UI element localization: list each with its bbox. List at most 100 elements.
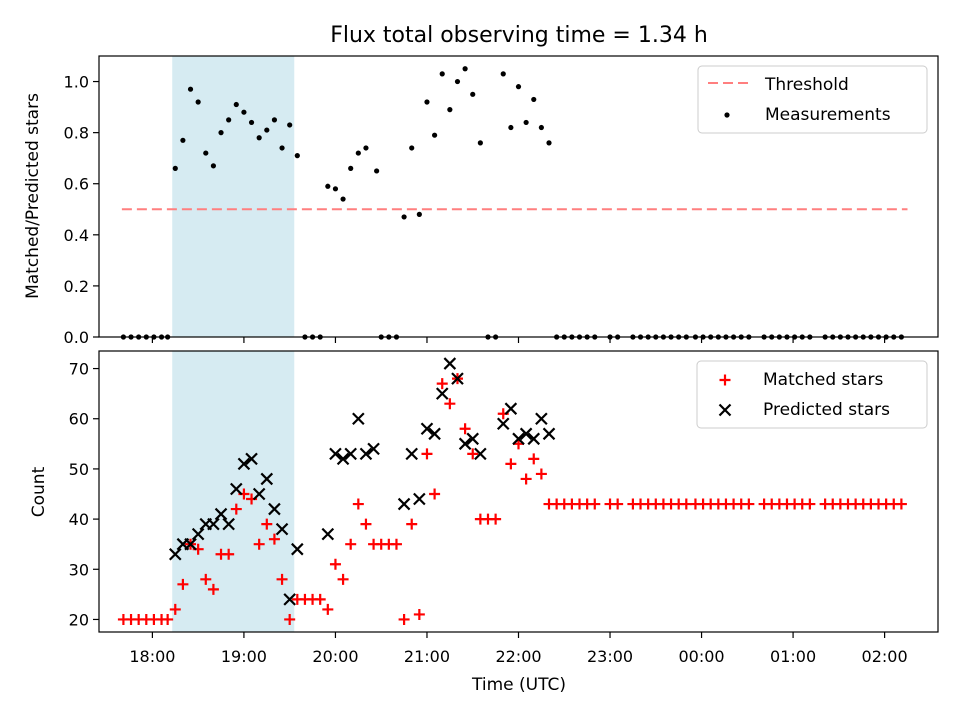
measurement-point (325, 183, 331, 189)
measurement-point (172, 165, 178, 171)
top-legend-box (697, 65, 928, 134)
matched-star-point (895, 498, 907, 510)
matched-star-point (329, 558, 341, 570)
predicted-star-point (413, 492, 426, 506)
predicted-star-point (496, 417, 510, 431)
predicted-star-point (191, 527, 205, 541)
predicted-star-point (443, 357, 457, 370)
matched-star-point (406, 518, 418, 530)
measurement-point (348, 165, 354, 171)
matched-star-point (535, 468, 547, 480)
measurement-point (454, 78, 461, 85)
matched-star-point (322, 603, 334, 615)
x-tick-label: 21:00 (404, 647, 450, 666)
measurement-point (500, 71, 506, 77)
predicted-star-point (321, 527, 335, 541)
predicted-star-point (222, 517, 235, 531)
x-tick-label: 20:00 (312, 647, 358, 666)
predicted-star-point (519, 427, 533, 441)
predicted-star-point (207, 517, 220, 531)
bottom-x-axis-ticks: 18:00 19:00 20:00 21:00 22:00 23:00 00:00 01:00… (129, 632, 908, 666)
matched-star-point (490, 513, 502, 525)
measurement-point (203, 150, 209, 156)
predicted-star-point (352, 412, 365, 426)
matched-star-point (589, 498, 601, 510)
x-tick-label: 18:00 (129, 647, 175, 666)
measurement-point (218, 130, 224, 136)
measurement-point (546, 140, 552, 146)
bottom-legend: Matched stars Predicted stars (696, 360, 928, 429)
top-legend: Threshold Measurements (697, 65, 928, 134)
predicted-star-point (466, 432, 480, 446)
predicted-star-point (542, 427, 556, 441)
legend-plus-marker (719, 374, 731, 386)
predicted-star-point (435, 387, 449, 400)
x-tick-label: 19:00 (221, 647, 267, 666)
measurement-point (432, 132, 438, 138)
legend-measurements-label: Measurements (765, 105, 891, 125)
predicted-star-point (474, 447, 487, 461)
measurement-point (256, 135, 262, 141)
bottom-y-axis-label: Count (29, 466, 49, 517)
y-tick-label: 0.6 (64, 175, 89, 194)
matched-star-point (528, 453, 540, 465)
measurement-point (538, 124, 544, 131)
predicted-star-point (359, 447, 373, 461)
matched-star-point (520, 473, 532, 485)
matched-star-point (276, 573, 288, 585)
top-axes-frame (98, 55, 939, 338)
measurement-point (287, 122, 293, 128)
predicted-star-point (260, 472, 274, 486)
legend-x-marker (718, 403, 732, 417)
matched-star-point (261, 518, 273, 530)
predicted-star-point (283, 593, 296, 606)
matched-star-point (612, 498, 624, 510)
predicted-star-point (397, 497, 411, 511)
bottom-legend-box (696, 360, 928, 429)
measurement-point (294, 153, 300, 159)
x-tick-label: 02:00 (862, 647, 908, 666)
matched-star-point (253, 538, 265, 550)
matched-star-point (459, 423, 471, 435)
y-tick-label: 1.0 (64, 73, 89, 92)
matched-star-point (345, 538, 357, 550)
measurement-point (355, 150, 361, 156)
matched-star-point (398, 613, 410, 625)
predicted-star-point (458, 437, 472, 451)
measurement-point (248, 119, 255, 126)
y-tick-label: 50 (69, 460, 89, 479)
top-shaded-interval (172, 56, 295, 337)
measurement-point (340, 196, 346, 202)
y-tick-label: 0.4 (64, 226, 89, 245)
measurement-point (470, 91, 476, 97)
measurement-point (332, 186, 339, 192)
matched-star-point (314, 593, 326, 605)
x-axis-label: Time (UTC) (471, 675, 566, 695)
matched-star-point (421, 448, 433, 460)
predicted-star-point (420, 422, 434, 436)
predicted-star-point (504, 402, 518, 415)
predicted-star-point (237, 457, 251, 471)
measurement-point (416, 211, 422, 217)
y-tick-label: 20 (69, 610, 89, 629)
predicted-star-point (245, 452, 258, 466)
matched-star-point (360, 518, 372, 530)
measurement-point (363, 145, 369, 151)
predicted-star-point (268, 502, 281, 516)
matched-star-point (207, 583, 219, 595)
matched-star-point (743, 498, 755, 510)
measurement-point (271, 117, 278, 123)
x-tick-label: 01:00 (770, 647, 816, 666)
bottom-axes-frame (98, 350, 939, 633)
predicted-star-point (230, 482, 243, 496)
matched-star-point (436, 378, 448, 390)
matched-star-point (177, 578, 189, 590)
predicted-stars-points (168, 357, 556, 606)
predicted-star-point (291, 542, 304, 556)
predicted-star-point (405, 447, 418, 461)
predicted-star-point (527, 432, 541, 446)
predicted-star-point (428, 427, 441, 441)
matched-star-point (444, 398, 456, 410)
matched-star-point (352, 498, 364, 510)
y-tick-label: 0.0 (64, 328, 89, 347)
